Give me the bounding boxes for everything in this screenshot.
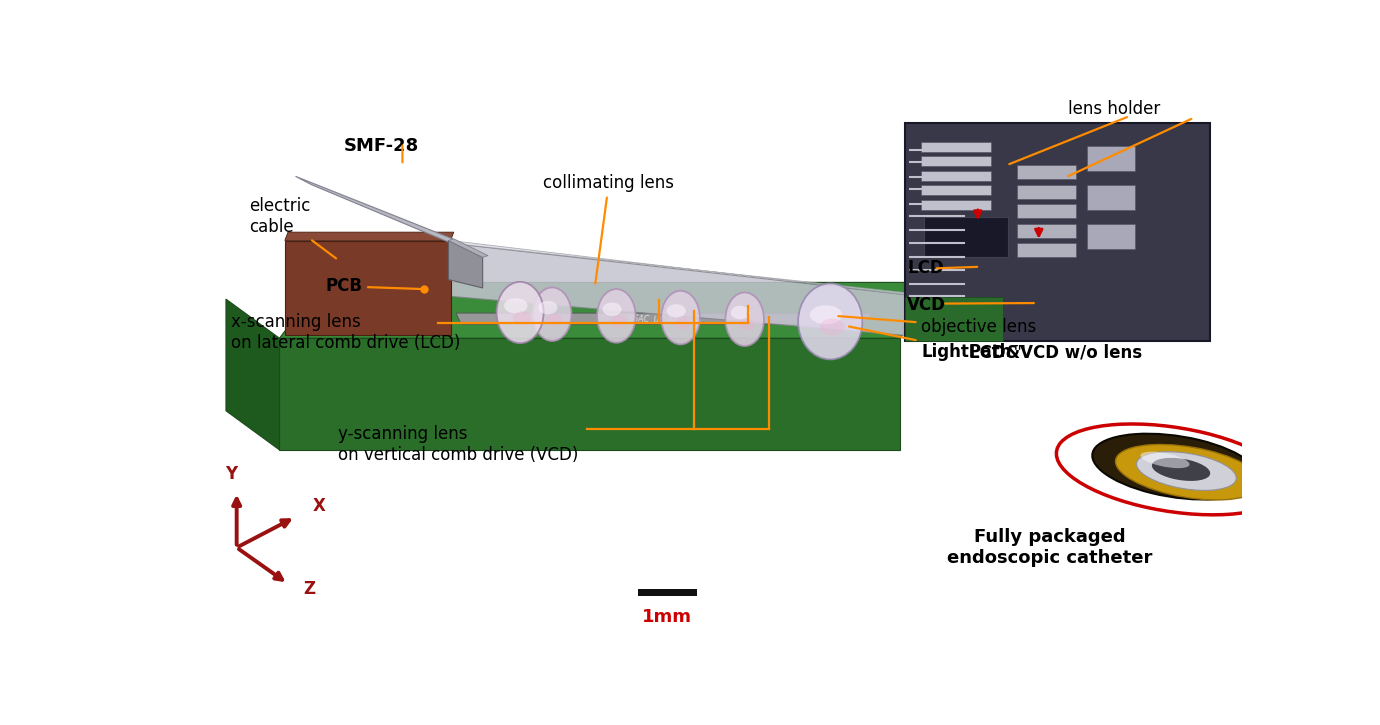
Text: LightPath™: LightPath™	[849, 326, 1028, 361]
Polygon shape	[450, 241, 905, 294]
Ellipse shape	[598, 289, 636, 343]
Ellipse shape	[661, 291, 700, 344]
Bar	[922, 200, 991, 210]
Ellipse shape	[820, 318, 845, 336]
Bar	[1087, 146, 1136, 171]
Text: lens holder: lens holder	[1068, 100, 1159, 118]
Ellipse shape	[1140, 452, 1190, 468]
Text: LCD&VCD w/o lens: LCD&VCD w/o lens	[969, 343, 1143, 361]
Polygon shape	[450, 244, 905, 336]
Bar	[1017, 204, 1076, 218]
Bar	[925, 217, 1007, 257]
Ellipse shape	[533, 287, 571, 341]
Ellipse shape	[538, 301, 558, 314]
Polygon shape	[295, 176, 460, 239]
Polygon shape	[279, 338, 900, 450]
Ellipse shape	[1115, 444, 1261, 500]
Text: BSAC  UC Berkeley: BSAC UC Berkeley	[628, 314, 701, 327]
Bar	[1017, 224, 1076, 238]
Text: Fully packaged
endoscopic catheter: Fully packaged endoscopic catheter	[947, 528, 1152, 567]
Text: Y: Y	[225, 465, 237, 484]
Polygon shape	[448, 241, 483, 288]
Bar	[1017, 244, 1076, 257]
Ellipse shape	[731, 306, 751, 319]
Text: x-scanning lens
on lateral comb drive (LCD): x-scanning lens on lateral comb drive (L…	[232, 313, 461, 352]
Text: electric
cable: electric cable	[250, 197, 337, 258]
Bar	[905, 297, 1003, 341]
Text: X: X	[313, 497, 326, 515]
Ellipse shape	[1152, 458, 1210, 481]
Ellipse shape	[675, 317, 690, 329]
Ellipse shape	[513, 311, 531, 325]
Ellipse shape	[497, 282, 544, 343]
Text: SMF-28: SMF-28	[344, 136, 418, 154]
Text: LCD: LCD	[907, 260, 944, 278]
Bar	[1017, 165, 1076, 179]
Bar	[922, 141, 991, 152]
Bar	[922, 156, 991, 166]
Polygon shape	[279, 283, 943, 338]
Ellipse shape	[1137, 452, 1236, 490]
Text: y-scanning lens
on vertical comb drive (VCD): y-scanning lens on vertical comb drive (…	[338, 425, 578, 464]
Ellipse shape	[504, 298, 527, 313]
Text: collimating lens: collimating lens	[544, 174, 675, 283]
Text: objective lens: objective lens	[839, 316, 1036, 336]
Text: 1mm: 1mm	[642, 608, 693, 626]
Text: VCD: VCD	[907, 296, 947, 314]
Ellipse shape	[740, 319, 755, 331]
Bar	[638, 589, 697, 595]
Bar	[922, 171, 991, 181]
Bar	[1087, 224, 1136, 249]
Polygon shape	[295, 176, 458, 246]
Polygon shape	[455, 313, 874, 324]
Ellipse shape	[798, 283, 862, 360]
Text: Z: Z	[304, 580, 316, 598]
Ellipse shape	[1093, 434, 1259, 500]
Text: PCB: PCB	[326, 277, 421, 295]
Polygon shape	[448, 239, 489, 257]
Bar	[922, 186, 991, 195]
Bar	[905, 123, 1210, 341]
Ellipse shape	[603, 302, 621, 316]
Ellipse shape	[611, 315, 627, 328]
Bar	[1017, 185, 1076, 199]
Polygon shape	[226, 299, 279, 450]
Ellipse shape	[810, 305, 842, 324]
Ellipse shape	[726, 292, 765, 346]
Polygon shape	[284, 241, 450, 336]
Ellipse shape	[546, 314, 562, 326]
Bar	[1087, 185, 1136, 210]
Polygon shape	[284, 232, 454, 241]
Ellipse shape	[667, 304, 686, 318]
